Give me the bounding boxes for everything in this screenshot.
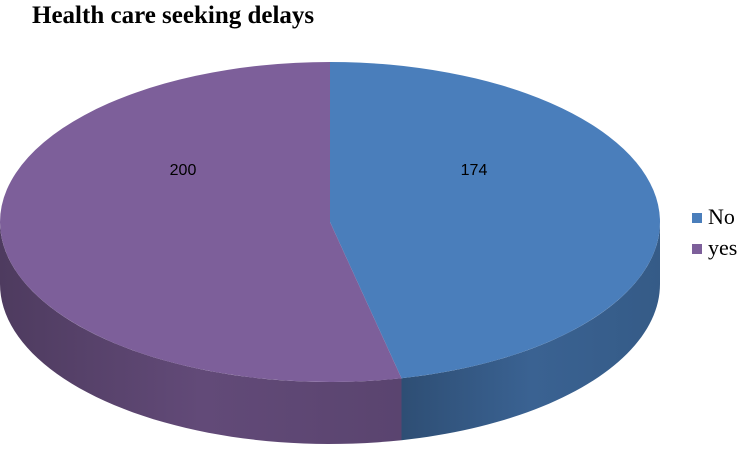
legend-label-no: No: [708, 203, 735, 229]
pie-side-yes: [0, 222, 402, 444]
legend: No yes: [692, 201, 737, 263]
chart-title: Health care seeking delays: [32, 2, 315, 29]
data-label-no: 174: [461, 162, 488, 179]
data-label-yes: 200: [170, 162, 197, 179]
pie-slice-yes: [0, 62, 402, 382]
pie-side-no: [401, 222, 660, 441]
legend-label-yes: yes: [708, 234, 738, 260]
legend-item-yes: yes: [692, 232, 737, 263]
legend-swatch-no: [692, 212, 702, 223]
legend-swatch-yes: [692, 243, 702, 254]
legend-item-no: No: [692, 201, 737, 232]
pie-slice-no: [330, 62, 660, 379]
